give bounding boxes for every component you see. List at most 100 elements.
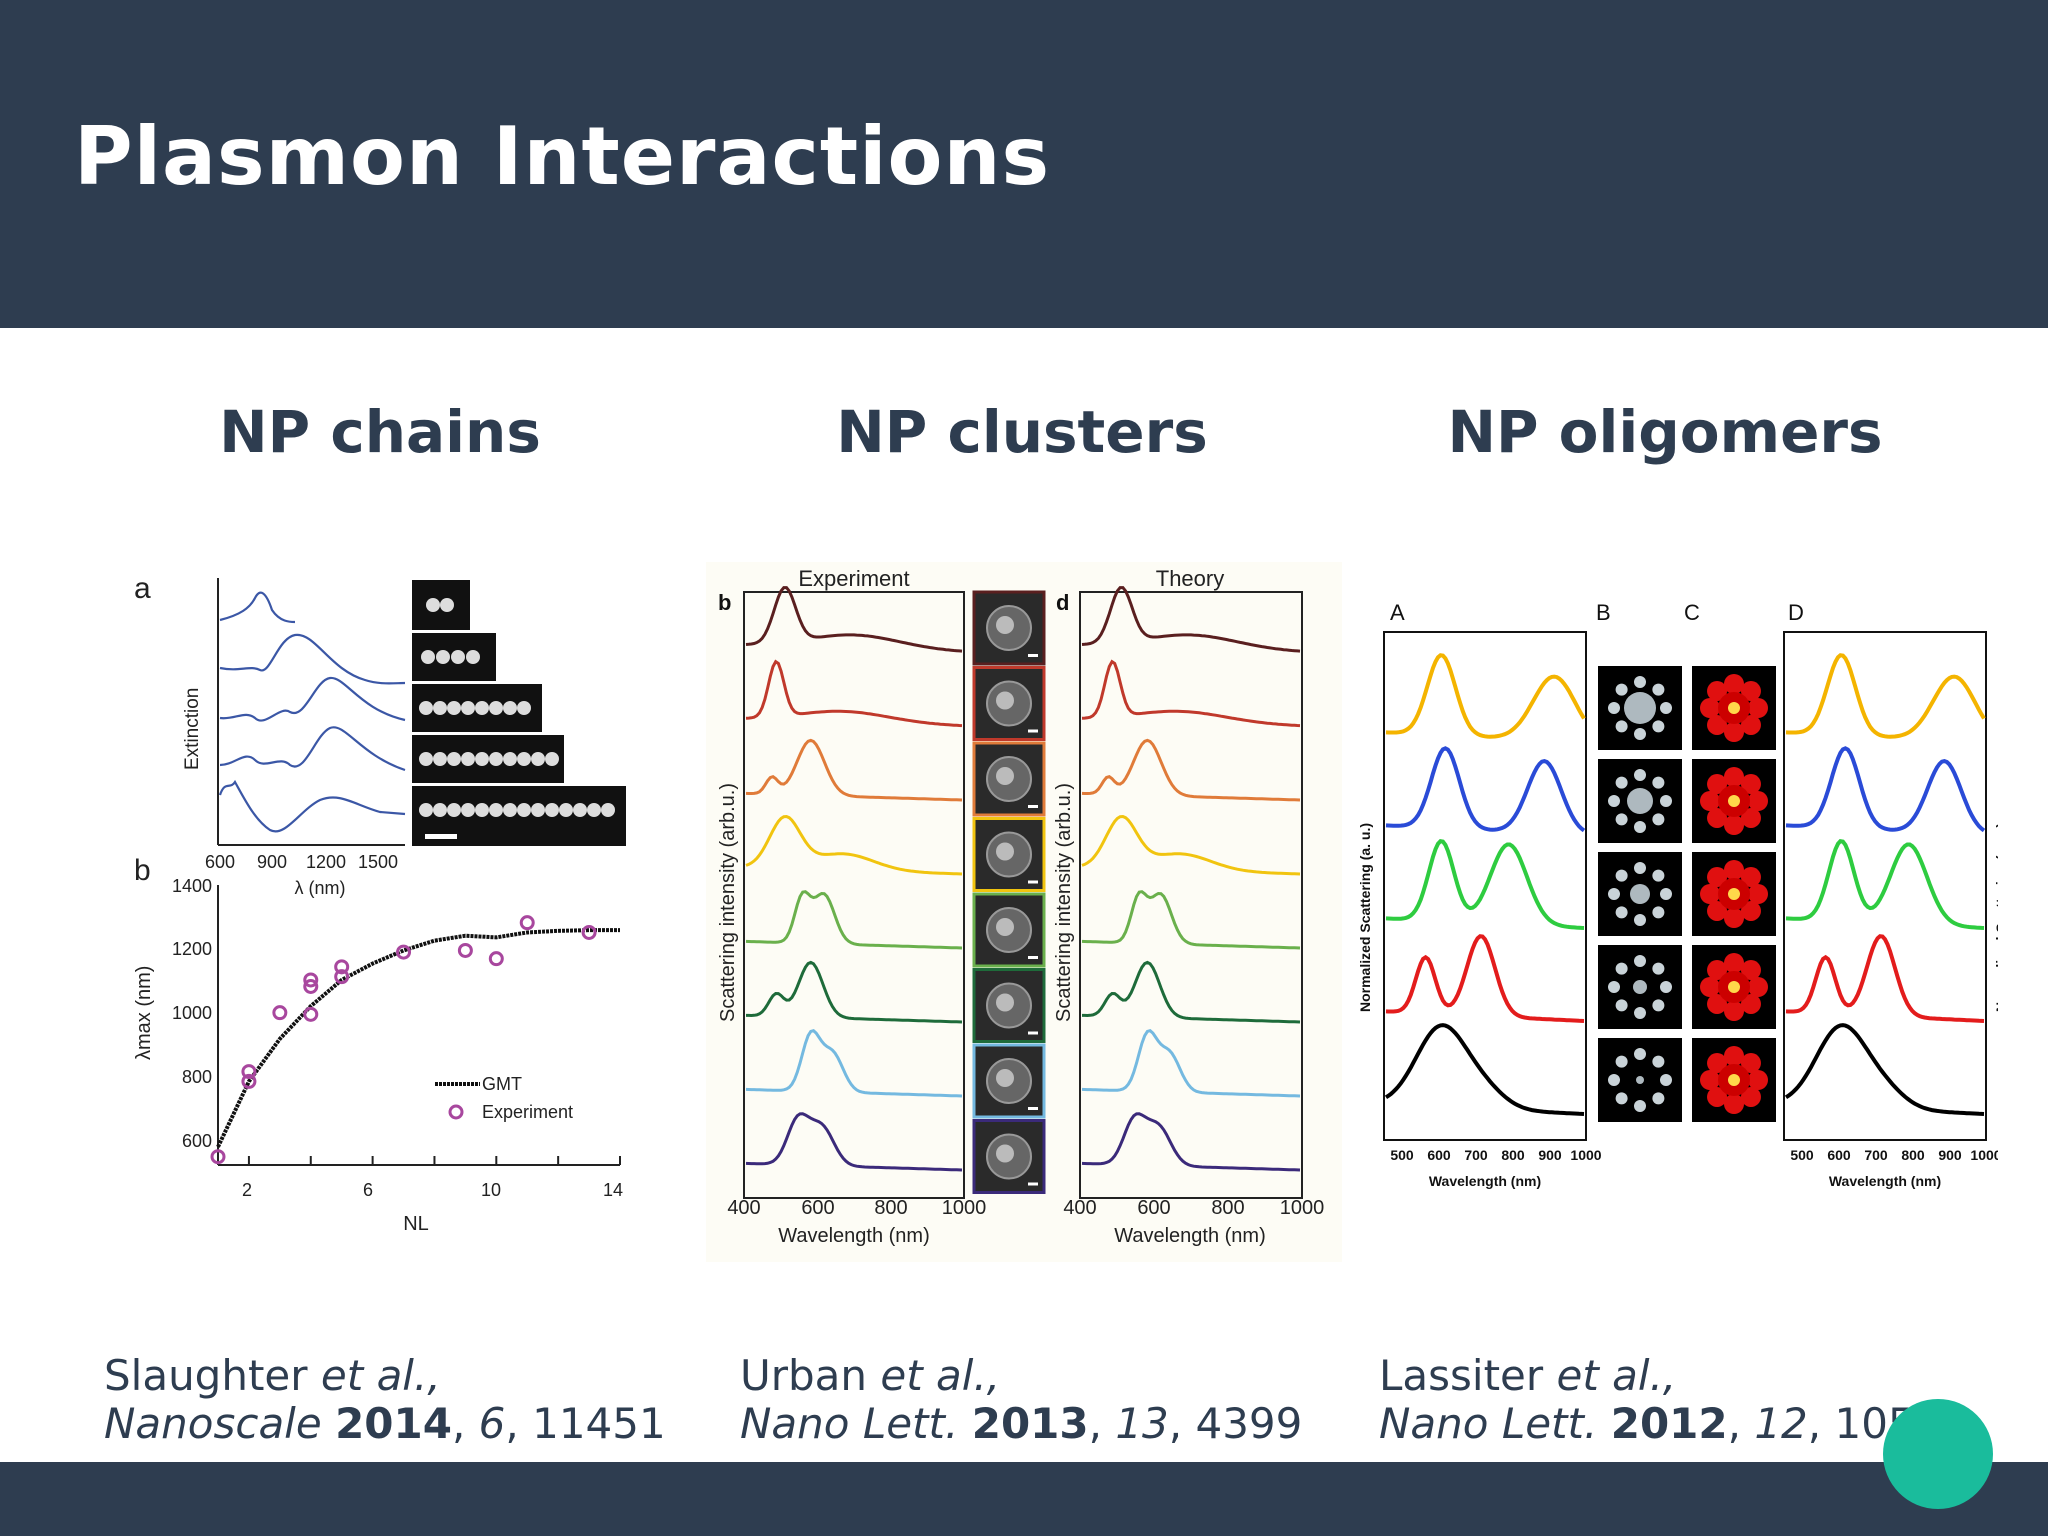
np-clusters-svg: Experiment Theory b c d Scattering inten… [706,562,1342,1262]
cluster-theory-spectrum [1081,586,1301,653]
clusters-ylabel-exp: Scattering intensity (arb.u.) [717,783,739,1022]
svg-text:500: 500 [1390,1147,1414,1163]
svg-text:1200: 1200 [306,852,346,872]
cluster-exp-spectrum [745,890,963,950]
oligomer-exp-spectrum [1385,746,1586,833]
cluster-theory-spectra [1081,586,1301,1172]
oligomer-theory-spectra [1784,653,1986,1116]
oligomer-theory-spectrum [1784,1023,1985,1116]
svg-text:B: B [1596,600,1611,625]
cluster-exp-spectrum [745,1029,963,1098]
figure-np-oligomers: A B C D Normalized Scattering (a. u.) No… [1348,592,1998,1202]
experiment-point [488,951,504,967]
oligomer-theory-spectrum [1785,839,1985,930]
sem-chain-images [412,580,626,846]
svg-text:600: 600 [1137,1197,1170,1219]
legend-experiment: Experiment [482,1102,573,1122]
cluster-exp-spectrum [745,738,963,802]
cluster-theory-spectrum [1081,890,1301,950]
svg-text:6: 6 [363,1180,373,1200]
heading-np-chains: NP chains [219,398,541,466]
svg-text:Wavelength (nm): Wavelength (nm) [1429,1173,1541,1189]
experiment-point [581,924,597,940]
svg-text:600: 600 [205,852,235,872]
cluster-theory-spectrum [1081,1112,1301,1172]
svg-text:400: 400 [727,1197,760,1219]
experiment-point [303,1006,319,1022]
svg-text:800: 800 [1501,1147,1525,1163]
oligomer-theory-spectrum [1785,934,1985,1023]
svg-text:1000: 1000 [1280,1197,1325,1219]
cluster-exp-spectrum [745,586,963,653]
svg-text:700: 700 [1864,1147,1888,1163]
svg-text:600: 600 [182,1131,212,1151]
accent-dot [1883,1399,1993,1509]
svg-text:D: D [1788,600,1804,625]
cluster-theory-spectrum [1082,960,1301,1024]
b-xlabel: NL [403,1213,429,1235]
cluster-exp-spectrum [745,814,963,876]
cluster-theory-spectrum [1081,1029,1301,1098]
svg-text:1000: 1000 [1570,1147,1601,1163]
heading-np-oligomers: NP oligomers [1447,398,1883,466]
exp-title: Experiment [798,566,909,591]
oligomer-exp-spectrum [1384,1023,1585,1116]
theory-title: Theory [1156,566,1224,591]
oligomer-images [1598,666,1776,1148]
legend: GMT Experiment [435,1074,573,1122]
svg-text:Wavelength (nm): Wavelength (nm) [1114,1225,1266,1247]
experiment-point [519,915,535,931]
extinction-spectra [218,591,406,833]
oligomer-ylabel-left: Normalized Scattering (a. u.) [1357,823,1373,1012]
svg-text:800: 800 [874,1197,907,1219]
experiment-point [241,1073,257,1089]
cluster-exp-spectrum [746,960,963,1024]
experiment-point [303,972,319,988]
svg-text:10: 10 [481,1180,501,1200]
svg-text:Wavelength (nm): Wavelength (nm) [778,1225,930,1247]
reference-clusters: Urban et al., Nano Lett. 2013, 13, 4399 [740,1351,1303,1448]
svg-text:C: C [1684,600,1700,625]
reference-oligomers: Lassiter et al., Nano Lett. 2012, 12, 10… [1379,1351,1942,1448]
svg-text:1500: 1500 [358,852,398,872]
svg-text:900: 900 [257,852,287,872]
svg-text:900: 900 [1538,1147,1562,1163]
b-ylabel: λmax (nm) [133,966,155,1060]
panel-b-label: b [134,854,151,887]
svg-text:Wavelength (nm): Wavelength (nm) [1829,1173,1941,1189]
heading-np-clusters: NP clusters [836,398,1208,466]
svg-text:400: 400 [1063,1197,1096,1219]
oligomer-theory-spectrum [1785,653,1986,739]
experiment-point [334,959,350,975]
svg-text:1200: 1200 [172,939,212,959]
svg-text:λ (nm): λ (nm) [295,878,346,898]
svg-text:1400: 1400 [172,876,212,896]
clusters-ylabel-theory: Scattering intensity (arb.u.) [1053,783,1075,1022]
svg-text:600: 600 [801,1197,834,1219]
oligomer-experiment-spectra [1384,653,1586,1116]
np-oligomers-svg: A B C D Normalized Scattering (a. u.) No… [1348,592,1998,1202]
experiment-point [272,1005,288,1021]
svg-text:2: 2 [242,1180,252,1200]
experiment-point [334,969,350,985]
slide-title: Plasmon Interactions [74,110,1051,203]
cluster-exp-spectrum [745,1112,963,1172]
cluster-sem-image [972,666,1046,741]
figure-np-chains: a Extinction 600 900 1200 1500 λ (nm) [120,560,640,1250]
svg-text:900: 900 [1938,1147,1962,1163]
oligomer-ylabel-right: Normalized Scattering (a. u.) [1993,823,1998,1012]
svg-text:d: d [1056,590,1069,615]
figure-np-clusters: Experiment Theory b c d Scattering inten… [706,562,1342,1262]
cluster-sem-image [972,741,1046,817]
b-yticks: 1400 1200 1000 800 600 [172,876,212,1151]
experiment-point [396,944,412,960]
svg-text:b: b [718,590,731,615]
legend-gmt: GMT [482,1074,522,1094]
cluster-theory-spectrum [1081,814,1301,876]
header-bar [0,0,2048,328]
svg-text:800: 800 [1901,1147,1925,1163]
experiment-point [303,978,319,994]
reference-chains: Slaughter et al., Nanoscale 2014, 6, 114… [104,1351,666,1448]
experiment-point [241,1064,257,1080]
svg-text:600: 600 [1427,1147,1451,1163]
